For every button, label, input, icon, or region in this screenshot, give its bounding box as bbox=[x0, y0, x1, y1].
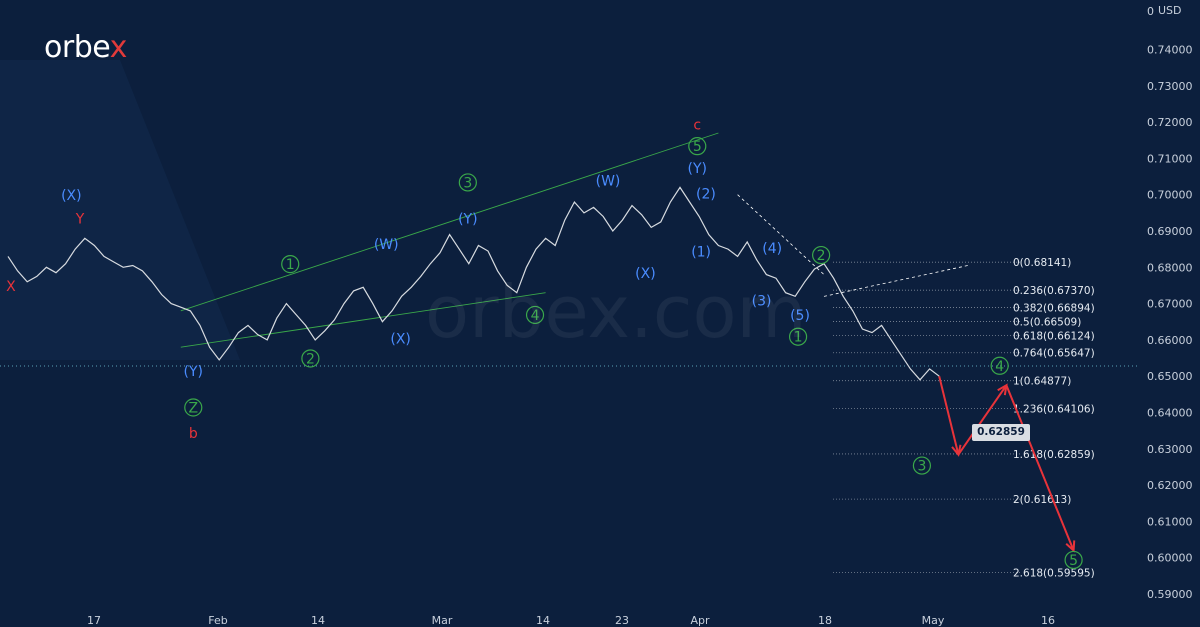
x-tick-label: 17 bbox=[87, 614, 101, 627]
fib-level-label: 0.236(0.67370) bbox=[1013, 285, 1095, 297]
projection-arrowhead bbox=[1065, 540, 1076, 553]
y-tick-label: 0.65000 bbox=[1147, 370, 1193, 383]
fib-level-label: 1.618(0.62859) bbox=[1013, 449, 1095, 461]
wave-label: (X) bbox=[390, 332, 411, 348]
y-tick-label: 0.66000 bbox=[1147, 334, 1193, 347]
wave-label: 2 bbox=[306, 351, 315, 367]
fib-level-label: 1.236(0.64106) bbox=[1013, 404, 1095, 416]
wave-label: (X) bbox=[635, 266, 656, 282]
wave-label-circle bbox=[184, 398, 203, 417]
x-tick-label: Mar bbox=[432, 614, 453, 627]
wave-label: (1) bbox=[691, 244, 711, 260]
wave-label: 5 bbox=[1069, 553, 1078, 569]
trendline bbox=[180, 132, 719, 312]
wave-label: Z bbox=[188, 401, 198, 417]
y-tick-label: 0.72000 bbox=[1147, 116, 1193, 129]
fib-level-label: 0.764(0.65647) bbox=[1013, 348, 1095, 360]
wave-label: 2 bbox=[817, 248, 826, 264]
currency-label: USD bbox=[1158, 4, 1182, 17]
y-tick-label: 0.70000 bbox=[1147, 189, 1193, 202]
fib-level-label: 0.5(0.66509) bbox=[1013, 316, 1081, 328]
wave-label: (W) bbox=[596, 174, 621, 190]
wave-label: Y bbox=[75, 212, 85, 228]
wave-label: c bbox=[693, 117, 701, 133]
wave-label-circle bbox=[788, 327, 808, 346]
projection-segment bbox=[1005, 384, 1075, 551]
wave-label-circle bbox=[301, 349, 320, 368]
wave-label: 4 bbox=[995, 359, 1004, 375]
wave-label-circle bbox=[812, 245, 831, 265]
trendline bbox=[180, 292, 546, 348]
wave-label-circle bbox=[990, 356, 1009, 375]
trendline bbox=[823, 265, 969, 297]
wave-label: (X) bbox=[61, 188, 82, 204]
trendline bbox=[737, 194, 825, 275]
fib-level-label: 0(0.68141) bbox=[1013, 257, 1071, 269]
watermark: orbex.com bbox=[425, 270, 807, 354]
fib-level-label: 2(0.61613) bbox=[1013, 494, 1071, 506]
wave-label: (3) bbox=[752, 293, 772, 309]
wave-label: 1 bbox=[286, 257, 295, 273]
y-tick-label: 0.59000 bbox=[1147, 588, 1193, 601]
wave-label: X bbox=[6, 279, 16, 295]
wave-label-circle bbox=[688, 137, 707, 156]
wave-label: 1 bbox=[794, 330, 803, 346]
price-series-line bbox=[7, 186, 940, 381]
y-tick-label: 0.64000 bbox=[1147, 407, 1193, 420]
x-tick-label: 18 bbox=[818, 614, 832, 627]
x-tick-label: 23 bbox=[615, 614, 629, 627]
wave-label: (Y) bbox=[184, 364, 203, 380]
logo-bg-shape bbox=[0, 60, 240, 360]
wave-label: (W) bbox=[374, 237, 399, 253]
fib-level-label: 2.618(0.59595) bbox=[1013, 567, 1095, 579]
x-tick-label: Feb bbox=[208, 614, 227, 627]
y-tick-label: 0.71000 bbox=[1147, 152, 1193, 165]
y-axis-top-value: 0 bbox=[1147, 5, 1154, 18]
fib-level-label: 0.382(0.66894) bbox=[1013, 302, 1095, 314]
wave-label-circle bbox=[912, 456, 932, 475]
wave-label: (2) bbox=[696, 186, 716, 202]
y-tick-label: 0.61000 bbox=[1147, 515, 1193, 528]
y-tick-label: 0.69000 bbox=[1147, 225, 1193, 238]
wave-label-circle bbox=[281, 255, 300, 274]
x-tick-label: Apr bbox=[690, 614, 710, 627]
y-tick-label: 0.63000 bbox=[1147, 443, 1193, 456]
y-tick-label: 0.68000 bbox=[1147, 261, 1193, 274]
wave-label: 3 bbox=[463, 175, 472, 191]
x-tick-label: May bbox=[922, 614, 945, 627]
target-price-tag: 0.62859 bbox=[972, 424, 1030, 441]
y-tick-label: 0.74000 bbox=[1147, 44, 1193, 57]
x-tick-label: 14 bbox=[536, 614, 550, 627]
fib-level-label: 0.618(0.66124) bbox=[1013, 330, 1095, 342]
wave-label-circle bbox=[525, 305, 545, 325]
y-tick-label: 0.73000 bbox=[1147, 80, 1193, 93]
orbex-logo: orbex bbox=[44, 30, 127, 65]
y-tick-label: 0.60000 bbox=[1147, 552, 1193, 565]
wave-label: (4) bbox=[762, 241, 782, 257]
projection-segment bbox=[957, 384, 1008, 456]
wave-label: (Y) bbox=[688, 161, 707, 177]
wave-label: 4 bbox=[531, 308, 540, 324]
x-tick-label: 14 bbox=[311, 614, 325, 627]
projection-segment bbox=[938, 375, 960, 455]
wave-label-circle bbox=[1064, 550, 1083, 570]
fib-level-label: 1(0.64877) bbox=[1013, 376, 1071, 388]
y-tick-label: 0.62000 bbox=[1147, 479, 1193, 492]
wave-label: b bbox=[189, 426, 198, 442]
wave-label: (Y) bbox=[458, 212, 477, 228]
wave-label: (5) bbox=[790, 308, 810, 324]
wave-label: 5 bbox=[693, 139, 702, 155]
y-tick-label: 0.67000 bbox=[1147, 298, 1193, 311]
x-tick-label: 16 bbox=[1041, 614, 1055, 627]
wave-label-circle bbox=[458, 173, 477, 192]
wave-label: 3 bbox=[917, 459, 926, 475]
